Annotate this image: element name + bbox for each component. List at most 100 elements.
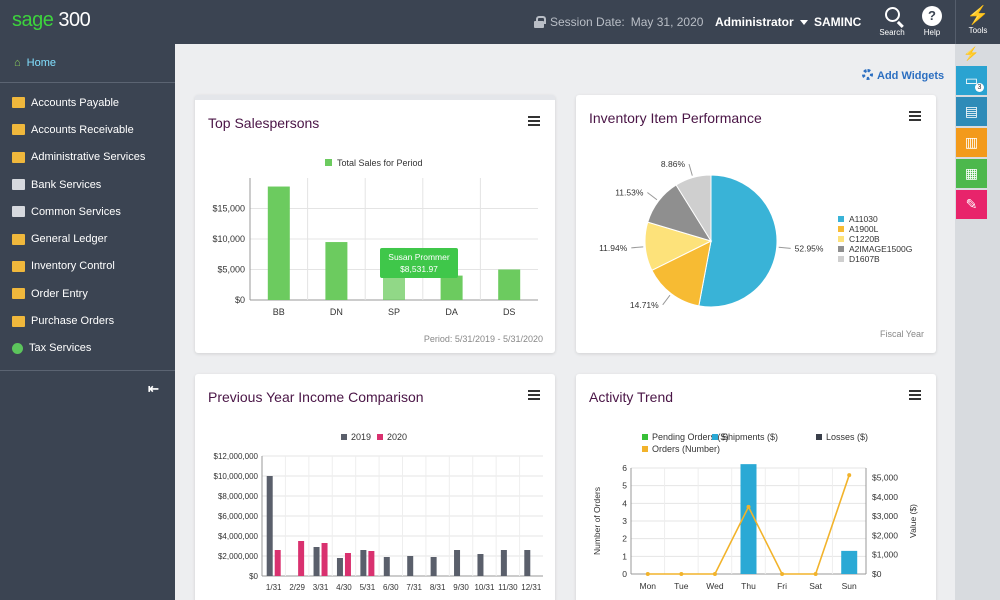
bar (274, 550, 281, 576)
quick-bolt-icon[interactable]: ⚡ (963, 46, 980, 61)
x-tick-label: 7/31 (406, 583, 422, 592)
sidebar-item-bank-services[interactable]: Bank Services (0, 171, 175, 198)
sidebar-item-label: Purchase Orders (31, 315, 115, 328)
rail-document-button[interactable]: ▦ (956, 159, 987, 188)
legend-swatch (642, 446, 648, 452)
y-tick-label: 4 (622, 498, 627, 508)
company-name[interactable]: SAMINC (814, 15, 862, 29)
tax-icon (12, 342, 23, 354)
bar (477, 554, 484, 576)
fiscal-year-label: Fiscal Year (880, 329, 924, 339)
sidebar-item-general-ledger[interactable]: General Ledger (0, 225, 175, 252)
x-tick-label: 1/31 (266, 583, 282, 592)
x-tick-label: SP (388, 307, 400, 317)
sidebar-item-inventory-control[interactable]: Inventory Control (0, 253, 175, 280)
sidebar-item-accounts-receivable[interactable]: Accounts Receivable (0, 116, 175, 143)
x-tick-label: 11/30 (498, 583, 518, 592)
receivable-icon (12, 124, 25, 136)
y-tick-label: $5,000 (217, 265, 245, 275)
tools-rail: ⚡ Tools ⚡ ▭ 3 ▤ ▥ ▦ ✎ (955, 0, 1000, 600)
help-button[interactable]: ? Help (915, 4, 949, 37)
x-tick-label: 3/31 (313, 583, 329, 592)
widget-title: Activity Trend (589, 389, 674, 405)
legend-swatch (816, 434, 822, 440)
common-icon (12, 206, 25, 218)
y2-tick-label: $3,000 (872, 511, 898, 521)
widget-menu-icon[interactable] (528, 116, 540, 126)
tools-button[interactable]: ⚡ Tools (955, 0, 1000, 44)
y-tick-label: 1 (622, 551, 627, 561)
x-tick-label: 5/31 (360, 583, 376, 592)
x-tick-label: Tue (674, 581, 689, 591)
sidebar-item-common-services[interactable]: Common Services (0, 198, 175, 225)
y-tick-label: $0 (249, 572, 258, 581)
pie-leader-line (631, 246, 644, 249)
sidebar-divider (0, 370, 175, 371)
sidebar-item-accounts-payable[interactable]: Accounts Payable (0, 89, 175, 116)
session-value: May 31, 2020 (630, 15, 704, 29)
x-tick-label: Sun (842, 581, 857, 591)
rail-notifications-button[interactable]: ▭ 3 (956, 66, 987, 95)
x-tick-label: 12/31 (521, 583, 542, 592)
bar (407, 556, 414, 576)
income-comparison-widget: Previous Year Income Comparison 2019 2020… (195, 374, 555, 600)
y-tick-label: 0 (622, 569, 627, 579)
sidebar-nav: Accounts Payable Accounts Receivable Admin… (0, 89, 175, 362)
legend-label: A1900L (849, 224, 879, 234)
search-button[interactable]: Search (875, 4, 909, 37)
rail-calendar-button[interactable]: ▤ (956, 97, 987, 126)
orders-point (645, 572, 650, 576)
rail-edit-button[interactable]: ✎ (956, 190, 987, 219)
pie-percent-label: 11.53% (615, 187, 644, 197)
x-tick-label: DN (330, 307, 343, 317)
help-label: Help (923, 28, 941, 37)
x-tick-label: Fri (777, 581, 787, 591)
order-icon (12, 288, 25, 300)
widget-menu-icon[interactable] (909, 390, 921, 400)
bar (500, 550, 507, 576)
sidebar-item-label: Accounts Receivable (31, 123, 134, 136)
legend-swatch (341, 434, 347, 440)
user-menu[interactable]: Administrator (715, 15, 808, 29)
y-tick-label: 3 (622, 516, 627, 526)
x-tick-label: 2/29 (289, 583, 305, 592)
legend-label: 2019 (351, 432, 371, 442)
y-tick-label: $10,000 (212, 234, 245, 244)
y-tick-label: $0 (235, 295, 245, 305)
y2-tick-label: $5,000 (872, 473, 898, 483)
bar (267, 186, 290, 300)
sage-logo[interactable]: sage 300 (12, 9, 91, 31)
y-tick-label: 6 (622, 463, 627, 473)
widget-menu-icon[interactable] (909, 111, 921, 121)
sidebar-item-order-entry[interactable]: Order Entry (0, 280, 175, 307)
collapse-sidebar-icon[interactable]: ⇤ (148, 381, 159, 396)
pie-slice (651, 240, 712, 307)
x-tick-label: Mon (640, 581, 657, 591)
sidebar-item-label: Inventory Control (31, 260, 115, 273)
inventory-chart: 52.95% 14.71% 11.94% 11.53% 8.86% A11030A1900… (599, 159, 924, 339)
home-icon: ⌂ (14, 57, 21, 69)
sidebar-item-purchase-orders[interactable]: Purchase Orders (0, 307, 175, 334)
payable-icon (12, 97, 25, 109)
gear-icon (862, 69, 873, 80)
sidebar-item-tax-services[interactable]: Tax Services (0, 335, 175, 362)
bank-icon (12, 179, 25, 191)
y-tick-label: 5 (622, 481, 627, 491)
bar (336, 558, 343, 576)
pie-leader-line (662, 294, 671, 306)
widget-menu-icon[interactable] (528, 390, 540, 400)
sidebar: ⌂ Home Accounts Payable Accounts Receivabl… (0, 44, 175, 600)
bar (344, 553, 351, 576)
sidebar-item-administrative-services[interactable]: Administrative Services (0, 144, 175, 171)
inventory-icon (12, 260, 25, 272)
rail-report-button[interactable]: ▥ (956, 128, 987, 157)
legend-label: Losses ($) (826, 432, 868, 442)
ledger-icon (12, 233, 25, 245)
pie-percent-label: 11.94% (599, 243, 628, 253)
purchase-icon (12, 315, 25, 327)
home-label: Home (26, 57, 56, 69)
bar (298, 541, 305, 576)
bar (524, 550, 531, 576)
sidebar-item-home[interactable]: ⌂ Home (0, 44, 175, 83)
add-widgets-button[interactable]: Add Widgets (862, 69, 944, 82)
